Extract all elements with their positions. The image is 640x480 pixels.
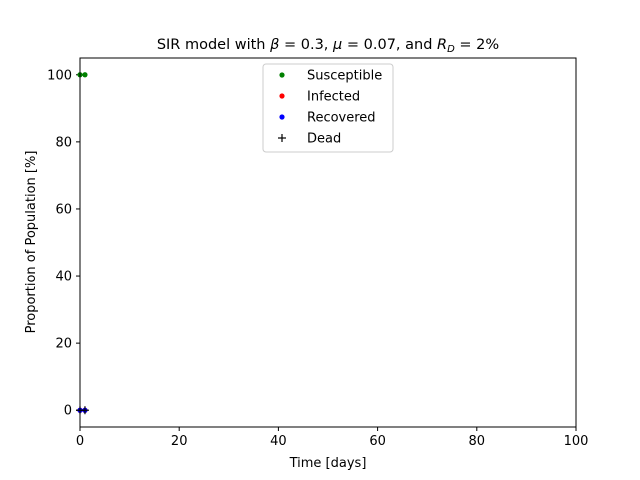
x-axis-ticks: 0 20 40 60 80 100 (76, 427, 589, 449)
y-tick-label: 60 (55, 202, 72, 217)
y-tick-label: 0 (64, 404, 72, 419)
y-tick-label: 40 (55, 270, 72, 285)
legend-label-recovered: Recovered (307, 111, 376, 126)
x-axis-label: Time [days] (289, 456, 367, 471)
title-r-value: = 2% (455, 37, 499, 53)
chart-title: SIR model with β = 0.3, μ = 0.07, and RD… (157, 37, 499, 55)
y-tick-label: 80 (55, 135, 72, 150)
legend-label-infected: Infected (307, 90, 360, 105)
x-tick-label: 80 (469, 434, 486, 449)
x-tick-label: 0 (76, 434, 84, 449)
x-tick-label: 60 (369, 434, 386, 449)
title-r-symbol: R (437, 37, 447, 53)
legend-marker-recovered (279, 114, 285, 120)
title-r-subscript: D (447, 44, 455, 55)
title-beta-value: = 0.3, (279, 37, 333, 53)
x-tick-label: 100 (564, 434, 589, 449)
title-prefix: SIR model with (157, 37, 270, 53)
y-axis-label: Proportion of Population [%] (24, 151, 39, 334)
legend: Susceptible Infected Recovered Dead (262, 63, 394, 153)
legend-marker-dead (278, 134, 286, 142)
susceptible-point (82, 72, 88, 78)
data-markers (76, 72, 89, 415)
y-tick-label: 100 (47, 68, 72, 83)
legend-marker-infected (279, 93, 285, 99)
legend-marker-susceptible (279, 72, 285, 78)
plot-area-frame (79, 57, 577, 428)
title-mu-value: = 0.07, and (342, 37, 437, 53)
title-mu-symbol: μ (332, 37, 342, 53)
y-tick-label: 20 (55, 337, 72, 352)
legend-box (262, 63, 394, 153)
y-axis-ticks: 0 20 40 60 80 100 (47, 68, 80, 419)
title-beta-symbol: β (269, 37, 279, 53)
dead-point (80, 406, 89, 415)
x-tick-label: 40 (270, 434, 287, 449)
x-tick-label: 20 (171, 434, 188, 449)
legend-label-susceptible: Susceptible (307, 69, 382, 84)
legend-label-dead: Dead (307, 132, 341, 147)
